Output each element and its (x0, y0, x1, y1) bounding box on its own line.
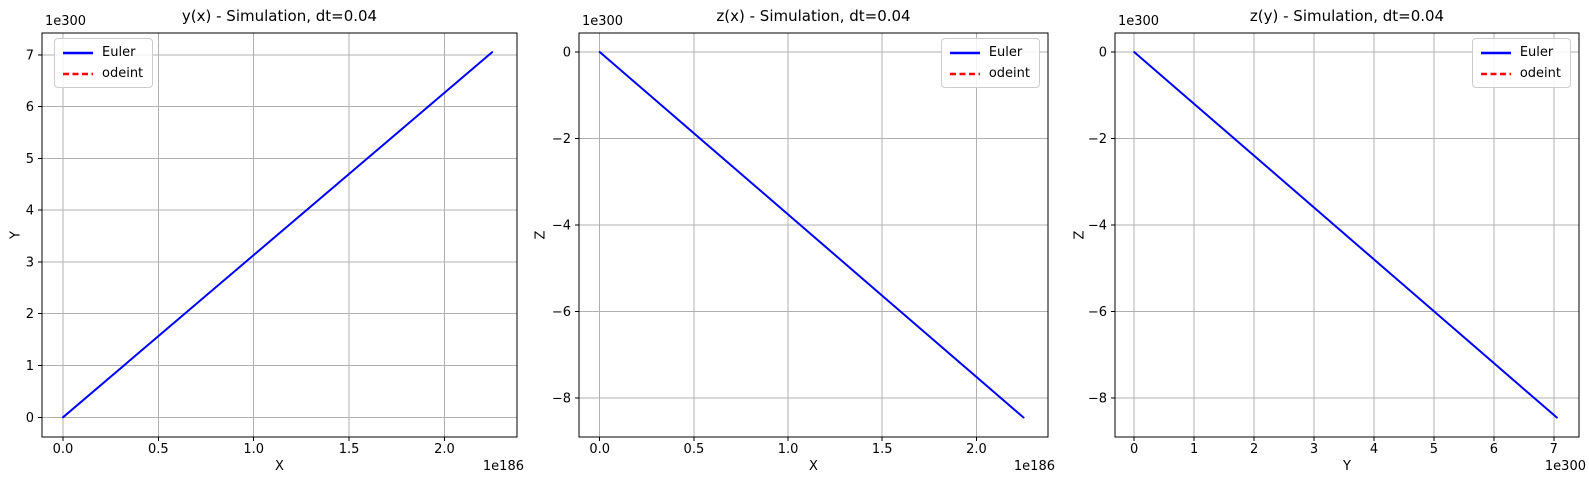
x-axis-offset-label: 1e186 (1013, 459, 1055, 474)
y-tick-label: 3 (26, 255, 34, 270)
x-tick-label: 0.0 (589, 442, 610, 457)
x-tick-label: 2.0 (434, 442, 455, 457)
axes-spines (578, 32, 1049, 438)
x-tick-label: 2 (1250, 442, 1258, 457)
x-tick-label: 7 (1550, 442, 1558, 457)
y-tick-label: 0 (1099, 46, 1107, 61)
y-tick-label: −4 (1088, 219, 1107, 234)
x-tick-label: 0.5 (148, 442, 169, 457)
legend-label: Euler (988, 45, 1023, 60)
x-tick-label: 1 (1190, 442, 1198, 457)
y-axis-offset-label: 1e300 (1118, 14, 1160, 29)
chart-title: y(x) - Simulation, dt=0.04 (181, 7, 378, 25)
legend-label: odeint (102, 66, 144, 81)
legend-item-euler: Euler (62, 43, 143, 62)
legend-line-swatch (949, 51, 980, 54)
y-tick-label: −8 (1088, 392, 1107, 407)
x-axis-label: X (275, 459, 284, 474)
legend-item-odeint: odeint (1480, 64, 1561, 83)
legend-label: Euler (1519, 45, 1554, 60)
y-tick-label: 1 (26, 359, 34, 374)
legend-line-swatch (63, 51, 93, 54)
x-tick-label: 2.0 (966, 442, 987, 457)
x-tick-label: 4 (1370, 442, 1378, 457)
legend: Euler odeint (54, 38, 154, 88)
y-tick-label: 6 (26, 100, 34, 115)
x-axis-label: X (809, 459, 818, 474)
plot-area-z-vs-x: 0.0 0.5 1.0 1.5 2.0 0 −2 −4 −6 −8 (552, 32, 1049, 457)
y-tick-label: 7 (26, 48, 34, 63)
legend-line-swatch (63, 72, 93, 75)
legend-line-swatch (1480, 72, 1511, 75)
legend-label: odeint (1519, 66, 1561, 81)
series-line-euler (598, 51, 1025, 419)
x-axis-offset-label: 1e300 (1544, 459, 1586, 474)
legend-item-euler: Euler (1480, 43, 1561, 62)
y-tick-label: 0 (26, 411, 34, 426)
chart-title: z(y) - Simulation, dt=0.04 (1249, 7, 1445, 25)
y-axis-offset-label: 1e300 (582, 14, 624, 29)
legend-line-swatch (949, 72, 980, 75)
x-tick-label: 1.5 (872, 442, 893, 457)
x-axis-offset-label: 1e186 (482, 459, 524, 474)
y-tick-label: −2 (552, 132, 571, 147)
legend: Euler odeint (940, 38, 1040, 88)
x-tick-label: 5 (1430, 442, 1438, 457)
legend-line-swatch (1480, 51, 1511, 54)
y-tick-label: 5 (26, 152, 34, 167)
chart-panel-z-vs-y: 0 1 2 3 4 5 6 7 0 −2 −4 −6 −8 z(y) - Simulation, dt=… (1060, 0, 1589, 490)
plot-area-y-vs-x: 0.0 0.5 1.0 1.5 2.0 0 1 2 3 4 5 6 7 (26, 32, 518, 457)
y-tick-label: −6 (552, 305, 571, 320)
x-tick-label: 3 (1310, 442, 1318, 457)
legend-label: Euler (102, 45, 136, 60)
x-axis-label: Y (1343, 459, 1351, 474)
x-tick-label: 6 (1490, 442, 1498, 457)
y-axis-label: Y (8, 231, 24, 239)
y-tick-label: 4 (26, 204, 34, 219)
y-tick-label: −2 (1088, 132, 1107, 147)
y-axis-label: Z (1072, 230, 1088, 240)
y-axis-offset-label: 1e300 (45, 14, 87, 29)
legend-item-odeint: odeint (949, 64, 1030, 83)
y-tick-label: 2 (26, 307, 34, 322)
y-axis-label: Z (533, 230, 549, 240)
plot-area-z-vs-y: 0 1 2 3 4 5 6 7 0 −2 −4 −6 −8 (1088, 32, 1580, 457)
y-tick-label: −8 (552, 392, 571, 407)
axes-spines (1114, 32, 1580, 438)
legend: Euler odeint (1471, 38, 1571, 88)
legend-label: odeint (988, 66, 1030, 81)
legend-item-odeint: odeint (62, 64, 143, 83)
x-tick-label: 0.5 (684, 442, 705, 457)
series-line-euler (61, 51, 494, 419)
x-tick-label: 0 (1130, 442, 1138, 457)
axes-spines (41, 32, 518, 438)
y-tick-label: −6 (1088, 305, 1107, 320)
y-tick-label: −4 (552, 219, 571, 234)
chart-panel-z-vs-x: 0.0 0.5 1.0 1.5 2.0 0 −2 −4 −6 −8 z(x) - Simulati… (530, 0, 1060, 490)
x-tick-label: 1.0 (243, 442, 264, 457)
x-tick-label: 1.0 (778, 442, 799, 457)
chart-title: z(x) - Simulation, dt=0.04 (716, 7, 911, 25)
y-tick-label: 0 (563, 46, 571, 61)
chart-panel-y-vs-x: 0.0 0.5 1.0 1.5 2.0 0 1 2 3 4 5 6 7 y(x) - Simulatio… (0, 0, 530, 490)
series-line-euler (1133, 51, 1558, 419)
x-tick-label: 1.5 (339, 442, 360, 457)
legend-item-euler: Euler (949, 43, 1030, 62)
x-tick-label: 0.0 (53, 442, 74, 457)
